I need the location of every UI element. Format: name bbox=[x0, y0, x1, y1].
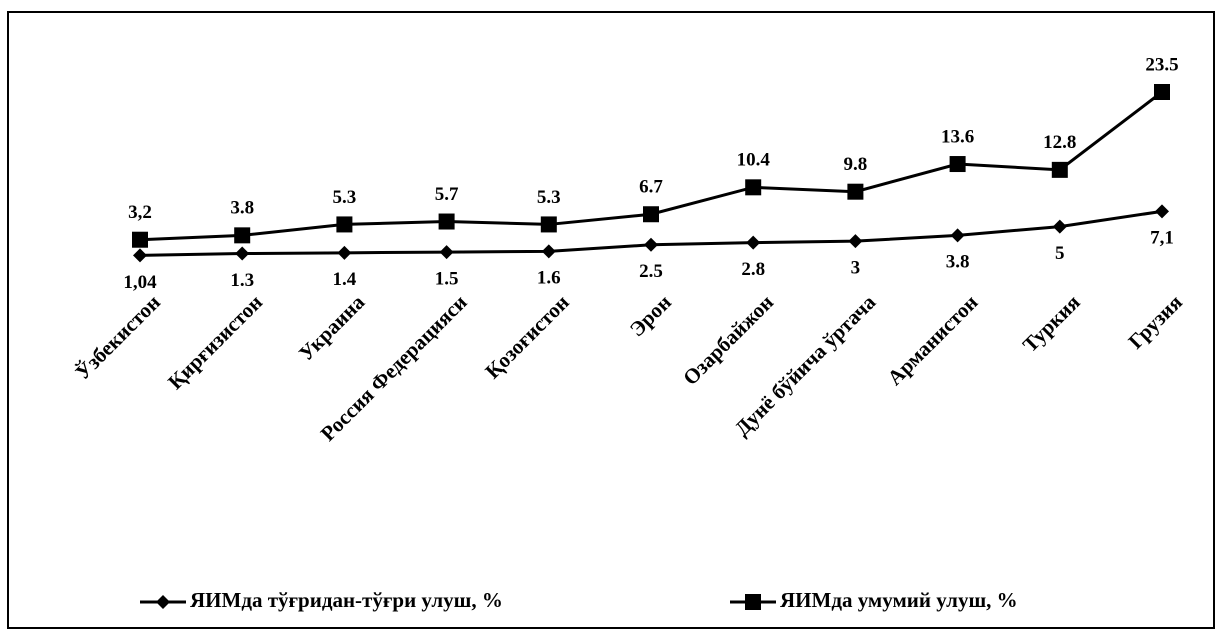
marker bbox=[950, 228, 965, 243]
x-tick-label: Туркия bbox=[1018, 290, 1085, 357]
data-label: 5 bbox=[1055, 243, 1065, 264]
marker bbox=[1155, 204, 1169, 219]
marker bbox=[644, 237, 658, 252]
x-tick-label: Ўзбекистон bbox=[70, 290, 164, 384]
marker bbox=[156, 595, 170, 609]
data-label: 1.4 bbox=[333, 269, 357, 290]
marker bbox=[540, 216, 557, 233]
marker bbox=[745, 594, 761, 610]
marker bbox=[541, 244, 556, 259]
data-label: 1,04 bbox=[123, 272, 157, 293]
marker bbox=[848, 234, 863, 249]
marker bbox=[745, 179, 762, 196]
data-label: 2.5 bbox=[639, 261, 663, 282]
data-label: 5.3 bbox=[333, 187, 357, 208]
data-label: 3.8 bbox=[946, 252, 970, 273]
x-tick-label: Қозоғистон bbox=[480, 290, 573, 383]
marker bbox=[643, 206, 659, 223]
marker bbox=[1051, 161, 1068, 178]
legend-label: ЯИМда умумий улуш, % bbox=[780, 588, 1018, 612]
marker bbox=[949, 156, 966, 173]
data-label: 3,2 bbox=[128, 202, 152, 223]
data-label: 1.3 bbox=[230, 270, 254, 291]
legend-label: ЯИМда тўғридан-тўғри улуш, % bbox=[190, 588, 503, 612]
marker bbox=[746, 235, 761, 250]
x-tick-label: Арманистон bbox=[883, 290, 983, 390]
x-tick-label: Эрон bbox=[625, 290, 676, 341]
data-label: 23.5 bbox=[1145, 54, 1178, 75]
data-label: 9.8 bbox=[844, 154, 868, 175]
data-label: 1.6 bbox=[537, 268, 561, 289]
data-label: 10.4 bbox=[737, 150, 771, 171]
marker bbox=[234, 227, 251, 244]
data-label: 12.8 bbox=[1043, 132, 1076, 153]
data-label: 2.8 bbox=[741, 259, 765, 280]
data-label: 1.5 bbox=[435, 268, 459, 289]
x-tick-label: Озарбайжон bbox=[678, 290, 778, 390]
marker bbox=[132, 231, 148, 248]
marker bbox=[438, 213, 455, 230]
chart-frame bbox=[7, 11, 1215, 629]
x-tick-label: Қирғизистон bbox=[163, 290, 267, 394]
marker bbox=[1052, 219, 1067, 234]
data-label: 5.3 bbox=[537, 187, 561, 208]
marker bbox=[336, 216, 353, 233]
data-label: 5.7 bbox=[435, 184, 459, 205]
data-label: 3 bbox=[851, 258, 861, 279]
marker bbox=[439, 245, 454, 260]
data-label: 7,1 bbox=[1150, 228, 1174, 249]
marker bbox=[1154, 84, 1170, 100]
marker bbox=[337, 245, 352, 260]
data-label: 6.7 bbox=[639, 177, 663, 198]
marker bbox=[847, 183, 864, 200]
data-label: 3.8 bbox=[230, 198, 254, 219]
x-tick-label: Грузия bbox=[1123, 290, 1187, 354]
x-tick-label: Украина bbox=[294, 290, 370, 366]
marker bbox=[133, 248, 147, 263]
marker bbox=[235, 246, 250, 261]
data-label: 13.6 bbox=[941, 126, 974, 147]
